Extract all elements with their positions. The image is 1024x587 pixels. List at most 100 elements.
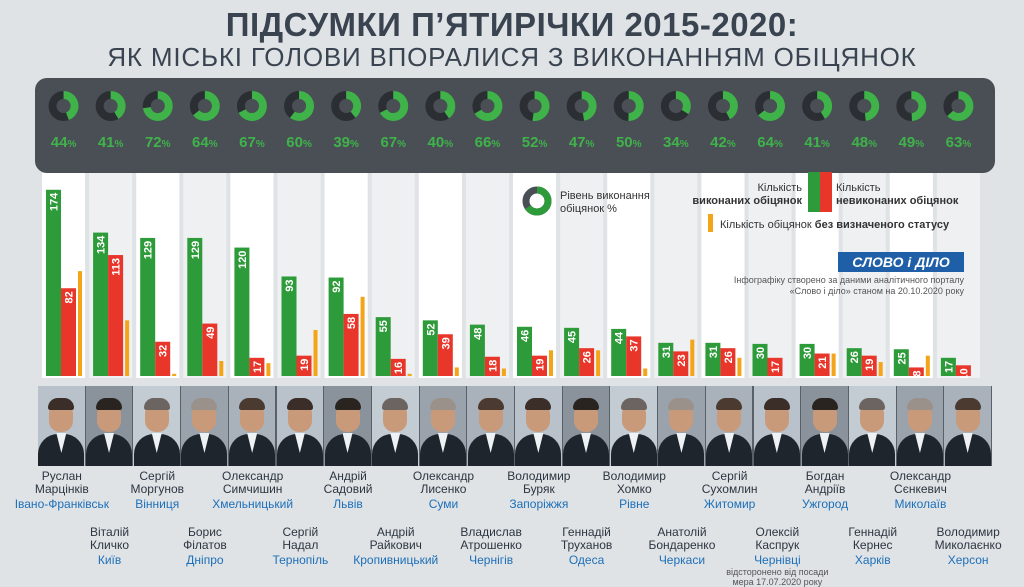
mayor-last-name: Лисенко bbox=[420, 482, 467, 496]
mayor-photo bbox=[133, 386, 181, 466]
rate-donut-arc bbox=[236, 91, 267, 121]
mayor-last-name: Симчишин bbox=[222, 482, 283, 496]
mayor-name: Олександр Лисенко Суми bbox=[388, 470, 498, 511]
mayor-first-name: Геннадій bbox=[562, 525, 611, 539]
bar-undone-label: 23 bbox=[676, 354, 688, 366]
bar-done-label: 26 bbox=[849, 351, 861, 363]
mayor-photo bbox=[85, 386, 133, 466]
mayor-first-name: Богдан bbox=[805, 469, 845, 483]
mayor-photo bbox=[228, 386, 276, 466]
mayor-photo bbox=[896, 386, 944, 466]
bar-nostatus bbox=[407, 373, 412, 376]
legend: Рівень виконання обіцянок % Кількість вик… bbox=[520, 170, 980, 300]
bar-done-label: 44 bbox=[614, 331, 626, 344]
bar-undone-label: 82 bbox=[64, 291, 76, 303]
mayor-last-name: Сухомлин bbox=[701, 482, 758, 496]
bar-nostatus bbox=[219, 361, 224, 376]
bar-undone bbox=[437, 334, 453, 376]
legend-done-label: Кількість виконаних обіцянок bbox=[692, 182, 802, 207]
bar-done bbox=[140, 237, 156, 376]
bar-undone-label: 32 bbox=[158, 345, 170, 357]
bar-done-label: 93 bbox=[284, 279, 296, 291]
bar-nostatus bbox=[454, 367, 459, 376]
bar-done bbox=[893, 349, 909, 376]
mayor-photo bbox=[515, 386, 562, 466]
bar-undone bbox=[955, 365, 971, 376]
mayor-city: Дніпро bbox=[186, 553, 224, 567]
bar-done bbox=[375, 317, 391, 376]
mayor-last-name: Кернес bbox=[852, 538, 893, 552]
mayor-name: Андрій Садовий Львів bbox=[293, 470, 403, 511]
bar-undone-label: 19 bbox=[864, 359, 876, 371]
bar-done bbox=[517, 326, 532, 376]
bar-undone-label: 49 bbox=[205, 327, 217, 339]
rate-donut-arc bbox=[142, 91, 173, 121]
bar-nostatus bbox=[172, 373, 177, 376]
rate-label: 39% bbox=[333, 134, 359, 151]
rate-donut-arc bbox=[519, 91, 550, 121]
bar-undone-label: 10 bbox=[958, 368, 970, 378]
bar-nostatus bbox=[78, 271, 82, 376]
bar-undone bbox=[390, 358, 406, 376]
mayor-first-name: Олександр bbox=[412, 469, 475, 483]
mayor-photo bbox=[562, 386, 610, 466]
bar-done bbox=[187, 237, 203, 376]
rate-donut-arc bbox=[943, 91, 974, 121]
mayor-name: Борис Філатов Дніпро bbox=[150, 526, 260, 567]
bar-nostatus bbox=[549, 350, 553, 376]
mayor-photos-strip bbox=[38, 386, 992, 466]
rate-donut-arc bbox=[707, 91, 738, 121]
mayor-first-name: Володимир bbox=[936, 525, 1000, 539]
legend-donut-icon bbox=[522, 186, 552, 216]
mayor-photo bbox=[801, 386, 848, 466]
mayor-name: Віталій Кличко Київ bbox=[55, 526, 165, 567]
bar-nostatus bbox=[643, 368, 648, 376]
mayor-city: Харків bbox=[854, 553, 891, 567]
column-area bbox=[748, 173, 792, 378]
mayor-photo bbox=[610, 386, 658, 466]
rate-label: 67% bbox=[239, 134, 265, 151]
bar-undone bbox=[296, 355, 312, 376]
bar-nostatus bbox=[925, 355, 930, 376]
bar-done-label: 174 bbox=[49, 192, 61, 211]
legend-undone-label: Кількість невиконаних обіцянок bbox=[836, 182, 959, 207]
bar-undone-label: 58 bbox=[346, 317, 358, 329]
mayor-city: Рівне bbox=[619, 497, 650, 511]
mayor-name: Олександр Симчишин Хмельницький bbox=[198, 470, 308, 511]
bar-nostatus bbox=[125, 320, 130, 376]
mayor-city: Одеса bbox=[568, 553, 605, 567]
rate-donut-arc bbox=[660, 91, 691, 121]
mayor-last-name: Бондаренко bbox=[648, 538, 716, 552]
bar-done-label: 25 bbox=[896, 352, 908, 364]
bar-done bbox=[658, 342, 674, 376]
bar-undone bbox=[343, 313, 359, 376]
mayor-last-name: Труханов bbox=[560, 538, 613, 552]
mayor-city: Ужгород bbox=[801, 497, 849, 511]
bar-undone bbox=[767, 357, 783, 376]
bar-nostatus bbox=[831, 353, 836, 376]
bar-undone-label: 17 bbox=[770, 361, 782, 373]
bar-done-label: 55 bbox=[378, 320, 390, 332]
mayor-first-name: Сергій bbox=[711, 469, 748, 483]
mayor-name: Богдан Андріїв Ужгород bbox=[770, 470, 880, 511]
mayor-name: Геннадій Кернес Харків bbox=[818, 526, 928, 567]
mayor-city: Миколаїв bbox=[894, 497, 947, 511]
mayor-city: Київ bbox=[97, 553, 122, 567]
rate-donut-arc bbox=[425, 91, 456, 121]
bar-done bbox=[422, 320, 438, 376]
mayor-name: Владислав Атрошенко Чернігів bbox=[436, 526, 546, 567]
mayor-last-name: Райкович bbox=[369, 538, 422, 552]
mayor-city: Львів bbox=[333, 497, 363, 511]
bar-undone bbox=[532, 355, 547, 376]
mayor-photo bbox=[705, 386, 753, 466]
brand-logo: СЛОВО і ДІЛО bbox=[838, 252, 964, 272]
bar-done-label: 31 bbox=[661, 346, 673, 358]
mayor-photo bbox=[371, 386, 419, 466]
mayor-last-name: Буряк bbox=[522, 482, 555, 496]
mayor-city: Хмельницький bbox=[212, 497, 294, 511]
bar-done bbox=[799, 343, 815, 376]
mayor-first-name: Віталій bbox=[90, 525, 130, 539]
rate-donut-arc bbox=[566, 91, 597, 121]
legend-undone-swatch bbox=[820, 172, 832, 212]
bar-undone-label: 26 bbox=[582, 351, 594, 363]
